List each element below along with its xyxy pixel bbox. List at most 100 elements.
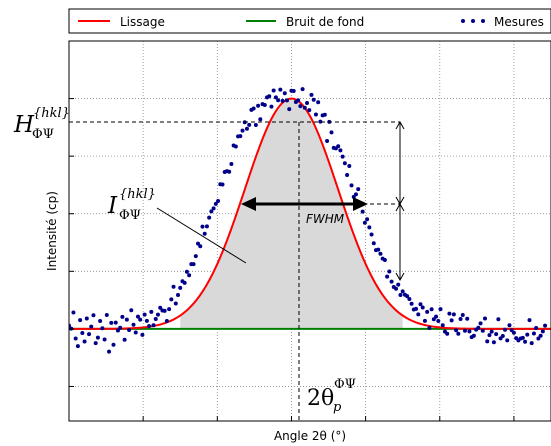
measure-point [342,161,347,166]
measure-point [313,112,318,117]
measure-point [155,312,160,317]
legend-background-label: Bruit de fond [286,15,364,29]
measure-point [376,247,381,252]
measure-point [285,98,290,103]
measure-point [120,314,125,319]
measure-point [480,328,485,333]
measure-point [151,323,156,328]
measure-point [396,282,401,287]
measure-point [191,262,196,267]
measure-point [534,325,539,330]
annotations [69,120,405,421]
measure-point [104,313,109,318]
measure-point [173,301,178,306]
measure-point [164,319,169,324]
measure-point [382,258,387,263]
measure-point [202,231,207,236]
measure-point [182,280,187,285]
measure-point [113,320,118,325]
measure-point [420,305,425,310]
measure-point [405,294,410,299]
measure-point [545,0,549,2]
measure-point [127,328,132,333]
measure-point [476,325,481,330]
measure-point [507,323,512,328]
measure-point [247,122,252,127]
measure-point [347,164,352,169]
fwhm-arrow-right-head [353,197,368,211]
measure-point [356,187,361,192]
legend-measures-dot [481,19,485,23]
fwhm-label: FWHM [306,212,345,226]
measure-point [400,289,405,294]
measure-point [91,313,96,318]
measure-point [251,106,256,111]
height-bracket-lower-arrow-bottom [395,272,405,282]
measure-point [144,318,149,323]
measure-point [329,130,334,135]
measure-point [187,273,192,278]
measure-point [280,98,285,103]
measure-point [325,138,330,143]
legend-measures-label: Mesures [494,15,544,29]
measure-point [147,324,152,329]
svg-text:{hkl}: {hkl} [119,187,156,202]
measure-point [184,269,189,274]
measure-point [436,319,441,324]
measure-point [287,107,292,112]
measure-point [207,215,212,220]
svg-text:2θ: 2θ [307,386,334,411]
measure-point [169,297,174,302]
measure-point [529,341,534,346]
measure-point [543,323,548,328]
measure-point [129,308,134,313]
legend-frame [68,8,551,34]
peak-integral-area [180,98,403,329]
measure-point [440,323,445,328]
svg-text:ΦΨ: ΦΨ [32,127,54,142]
measure-point [209,209,214,214]
measure-point [135,314,140,319]
measure-point [385,274,390,279]
measure-point [520,335,525,340]
measure-point [204,224,209,229]
measure-point [220,182,225,187]
measure-point [298,104,303,109]
measure-point [371,241,376,246]
measure-point [496,317,501,322]
measure-point [394,286,399,291]
measure-point [487,333,492,338]
legend-measures-dot [471,19,475,23]
measure-point [340,154,345,159]
measure-point [345,173,350,178]
measure-point [527,318,532,323]
measure-point [124,317,129,322]
measure-point [538,333,543,338]
y-axis-label: Intensité (cp) [45,191,59,271]
measure-point [378,251,383,256]
measure-point [171,284,176,289]
measure-point [122,337,127,342]
measure-point [133,330,138,335]
measure-point [407,296,412,301]
measure-point [445,331,450,336]
measure-point [158,305,163,310]
measure-point [540,329,545,334]
measure-point [353,192,358,197]
svg-text:ΦΨ: ΦΨ [334,377,356,392]
svg-text:p: p [333,400,342,415]
measure-point [511,330,516,335]
measure-point [84,316,89,321]
integral-pointer-line [156,207,247,264]
measure-point [291,88,296,93]
measure-point [311,97,316,102]
measure-point [434,314,439,319]
measure-point [489,329,494,334]
measure-point [494,332,499,337]
measure-point [389,279,394,284]
measure-point [318,119,323,124]
measure-point [305,100,310,105]
peak-height-label: H {hkl} ΦΨ [13,106,70,142]
measure-point [523,339,528,344]
measure-point [500,334,505,339]
